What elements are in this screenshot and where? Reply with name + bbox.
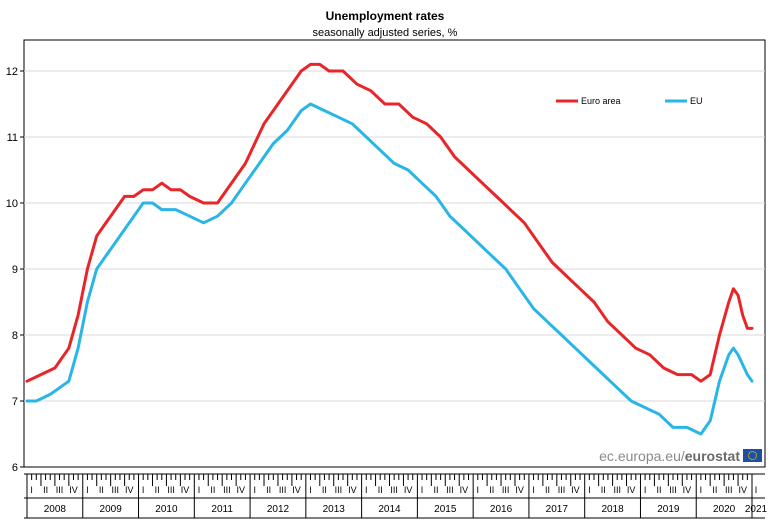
chart-title: Unemployment rates bbox=[326, 9, 445, 23]
x-quarter-label: IV bbox=[237, 485, 246, 495]
x-quarter-label: III bbox=[112, 485, 120, 495]
x-quarter-label: I bbox=[644, 485, 647, 495]
x-quarter-label: II bbox=[657, 485, 662, 495]
gridlines bbox=[24, 70, 765, 402]
x-quarter-label: IV bbox=[125, 485, 134, 495]
x-quarter-label: II bbox=[378, 485, 383, 495]
y-tick-label: 11 bbox=[7, 132, 18, 144]
x-year-label: 2014 bbox=[378, 504, 401, 515]
x-quarter-label: II bbox=[433, 485, 438, 495]
x-year-label: 2020 bbox=[713, 504, 736, 515]
x-quarter-label: II bbox=[322, 485, 327, 495]
x-quarter-label: I bbox=[588, 485, 591, 495]
x-year-label: 2011 bbox=[211, 504, 233, 515]
x-year-label: 2021 bbox=[745, 504, 768, 515]
x-quarter-label: I bbox=[755, 485, 758, 495]
eurostat-source-text: ec.europa.eu/eurostat bbox=[599, 448, 740, 464]
y-tick-label: 6 bbox=[12, 462, 18, 474]
x-quarter-label: I bbox=[30, 485, 33, 495]
x-quarter-label: I bbox=[309, 485, 312, 495]
x-quarter-label: I bbox=[253, 485, 256, 495]
x-quarter-label: III bbox=[335, 485, 343, 495]
y-tick-label: 9 bbox=[12, 264, 18, 276]
x-quarter-label: IV bbox=[404, 485, 413, 495]
x-quarter-label: III bbox=[613, 485, 621, 495]
x-quarter-label: IV bbox=[348, 485, 357, 495]
y-tick-label: 10 bbox=[6, 198, 18, 210]
x-quarter-label: III bbox=[223, 485, 231, 495]
x-quarter-label: III bbox=[725, 485, 733, 495]
x-quarter-label: II bbox=[545, 485, 550, 495]
x-quarter-label: III bbox=[56, 485, 64, 495]
x-quarter-label: I bbox=[477, 485, 480, 495]
eurostat-watermark: ec.europa.eu/eurostat bbox=[599, 448, 762, 464]
x-quarter-label: IV bbox=[738, 485, 747, 495]
x-quarter-label: II bbox=[155, 485, 160, 495]
legend-label-euro-area: Euro area bbox=[581, 96, 621, 106]
x-quarter-label: IV bbox=[683, 485, 692, 495]
series-line-eu bbox=[25, 102, 754, 436]
x-quarter-label: IV bbox=[181, 485, 190, 495]
x-quarter-label: II bbox=[210, 485, 215, 495]
x-quarter-label: I bbox=[365, 485, 368, 495]
x-quarter-label: II bbox=[266, 485, 271, 495]
x-year-label: 2008 bbox=[44, 504, 67, 515]
x-quarter-label: II bbox=[489, 485, 494, 495]
eu-flag-icon bbox=[743, 449, 762, 462]
x-quarter-label: IV bbox=[69, 485, 78, 495]
x-quarter-label: III bbox=[390, 485, 398, 495]
series-lines bbox=[25, 62, 754, 436]
x-year-label: 2018 bbox=[601, 504, 624, 515]
x-year-label: 2019 bbox=[657, 504, 680, 515]
x-quarter-label: IV bbox=[292, 485, 301, 495]
x-quarter-label: III bbox=[279, 485, 287, 495]
x-quarter-label: I bbox=[86, 485, 89, 495]
x-year-label: 2016 bbox=[490, 504, 513, 515]
legend: Euro area EU bbox=[556, 96, 703, 106]
x-year-label: 2013 bbox=[323, 504, 346, 515]
x-quarter-label: IV bbox=[515, 485, 524, 495]
x-year-label: 2009 bbox=[100, 504, 123, 515]
legend-label-eu: EU bbox=[690, 96, 703, 106]
x-quarter-label: II bbox=[43, 485, 48, 495]
chart-subtitle: seasonally adjusted series, % bbox=[313, 27, 458, 39]
x-quarter-label: III bbox=[502, 485, 510, 495]
x-quarter-label: I bbox=[198, 485, 201, 495]
y-tick-label: 12 bbox=[6, 66, 18, 78]
y-axis: 6 7 8 9 10 11 12 bbox=[6, 66, 24, 474]
x-quarter-label: I bbox=[421, 485, 424, 495]
x-year-label: 2012 bbox=[267, 504, 290, 515]
plot-area bbox=[23, 39, 766, 468]
x-year-label: 2010 bbox=[155, 504, 178, 515]
series-line-euro-area bbox=[25, 62, 754, 383]
y-tick-label: 7 bbox=[12, 396, 18, 408]
x-quarter-label: I bbox=[532, 485, 535, 495]
x-quarter-label: I bbox=[700, 485, 703, 495]
y-tick-label: 8 bbox=[12, 330, 18, 342]
x-quarter-label: III bbox=[669, 485, 677, 495]
x-quarter-label: III bbox=[167, 485, 175, 495]
x-quarter-label: IV bbox=[571, 485, 580, 495]
x-quarter-label: III bbox=[446, 485, 454, 495]
x-quarter-label: II bbox=[99, 485, 104, 495]
x-year-label: 2015 bbox=[434, 504, 457, 515]
x-quarter-label: I bbox=[142, 485, 145, 495]
x-quarter-label: IV bbox=[460, 485, 469, 495]
x-quarter-label: IV bbox=[627, 485, 636, 495]
x-quarter-label: II bbox=[712, 485, 717, 495]
x-year-label: 2017 bbox=[546, 504, 569, 515]
x-quarter-label: III bbox=[558, 485, 566, 495]
x-quarter-label: II bbox=[601, 485, 606, 495]
